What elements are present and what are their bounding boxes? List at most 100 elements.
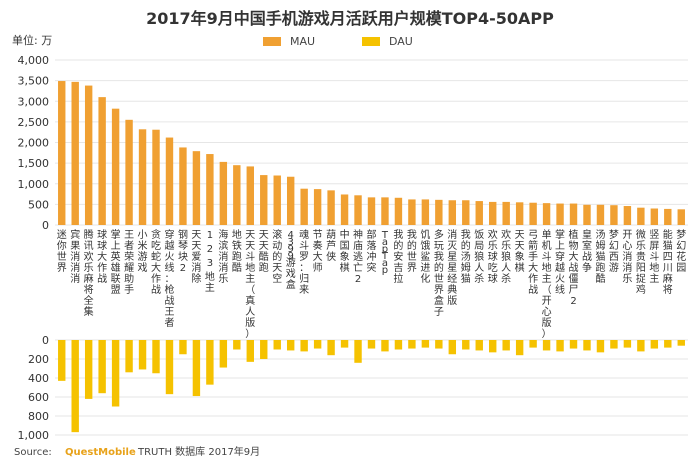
mau-bar (125, 119, 133, 225)
dau-bar (394, 340, 403, 350)
category-label: 汤姆猫跑酷 (595, 228, 605, 285)
category-label: 能猫四川麻将 (663, 228, 673, 296)
bottom-y-tick-label: 800 (28, 410, 49, 423)
dau-bar (569, 340, 578, 349)
mau-bar (381, 197, 389, 225)
dau-bar (583, 340, 591, 351)
category-label: 我的世界 (407, 229, 417, 274)
dau-bar (502, 340, 510, 351)
category-label: 欢乐球吃球 (488, 228, 498, 285)
mau-bar (435, 199, 443, 225)
mau-bar (260, 175, 268, 225)
dau-bar (381, 340, 389, 352)
category-label: 弓箭手大作战 (528, 230, 538, 296)
dau-bar (219, 340, 228, 368)
mau-bar (300, 188, 308, 225)
mau-bar (475, 201, 483, 225)
mau-bar (71, 81, 79, 225)
mau-bar (650, 208, 659, 225)
category-label: 4 3 9 9 游戏盒 (286, 230, 296, 291)
top-y-tick-label: 3,000 (18, 95, 50, 108)
bottom-y-tick-label: 600 (28, 391, 49, 404)
top-y-tick-label: 3,500 (18, 75, 50, 88)
category-label: 葫芦侠 (326, 229, 336, 263)
category-label: 饥饿鲨进化 (420, 228, 430, 285)
mau-bar (354, 195, 362, 225)
bottom-chart-y-axis: 0 200 400 600 800 1,000 (18, 334, 50, 442)
dau-bar (677, 340, 685, 346)
category-label: 多玩我的世界盒子 (434, 228, 444, 318)
category-label: 梦幻西游 (609, 229, 619, 274)
dau-bar (529, 340, 537, 348)
mau-bar (502, 201, 510, 225)
top-chart-mau-bars (58, 81, 685, 225)
mau-bar (273, 175, 281, 225)
dau-bar (246, 340, 254, 362)
mau-bar (421, 199, 430, 225)
mau-bar (408, 199, 416, 225)
dau-bar (462, 340, 470, 350)
category-label: 我的安吉拉 (393, 229, 403, 285)
category-label: 节奏大师 (313, 229, 323, 274)
top-y-tick-label: 1,000 (18, 178, 50, 191)
top-y-tick-label: 1,500 (18, 157, 50, 170)
dau-bar (489, 340, 497, 353)
bottom-y-tick-label: 400 (28, 372, 49, 385)
dau-bar (637, 340, 645, 352)
dau-bar (421, 340, 430, 348)
dau-bar (206, 340, 214, 385)
dau-bar (84, 340, 93, 399)
category-label: 宾果消消消 (70, 228, 80, 285)
dau-bar (313, 340, 322, 349)
mau-bar (327, 190, 335, 225)
category-label: 中国象棋 (340, 228, 350, 274)
mau-bar (583, 204, 591, 225)
mau-bar (637, 207, 645, 225)
category-label: 掌上穿越火线 (555, 229, 565, 296)
category-label: 皇室战争 (582, 228, 592, 274)
top-chart-gridlines (55, 59, 688, 226)
dau-bar (408, 340, 416, 349)
dau-bar (542, 340, 551, 351)
mau-bar (596, 204, 605, 225)
mau-bar (138, 129, 147, 225)
dau-bar (192, 340, 201, 397)
category-label: 竖屏斗地主 (649, 229, 659, 285)
mau-bar (448, 200, 457, 225)
dau-bar (367, 340, 376, 349)
dau-bar (179, 340, 187, 355)
dau-bar (340, 340, 349, 348)
dau-bar (111, 340, 120, 407)
mau-bar (623, 206, 632, 225)
legend-label-dau: DAU (389, 35, 413, 48)
category-label: 植物大战僵尸 2 (569, 228, 579, 307)
category-label: 微乐贵阳捉鸡 (636, 228, 646, 296)
mau-bar (394, 197, 403, 225)
top-y-tick-label: 0 (42, 219, 49, 232)
dau-bar (475, 340, 483, 351)
dau-bar (286, 340, 295, 351)
legend-swatch-mau (263, 37, 281, 46)
dau-bar (300, 340, 308, 352)
mau-bar (489, 201, 497, 225)
category-label: 滚动的天空 (272, 228, 282, 285)
bottom-chart-dau-bars (58, 340, 685, 433)
legend-swatch-dau (362, 37, 380, 46)
dau-bar (165, 340, 174, 395)
bottom-y-tick-label: 200 (28, 353, 49, 366)
mau-bar (84, 85, 93, 225)
mau-bar (556, 203, 564, 225)
source-suffix: TRUTH 数据库 2017年9月 (137, 445, 260, 458)
mau-bar (111, 108, 120, 225)
category-label: 球球大作战 (97, 228, 107, 285)
category-label: 单机斗地主（开心版） (542, 229, 552, 340)
mau-bar (152, 129, 160, 225)
category-label: 我的汤姆猫 (461, 229, 471, 285)
unit-label: 单位: 万 (12, 33, 52, 47)
category-label: 消灭星星经典版 (447, 228, 457, 307)
legend-label-mau: MAU (290, 35, 315, 48)
mau-bar (313, 189, 322, 225)
mau-bar (610, 205, 618, 225)
category-label: 天天酷跑 (259, 230, 269, 274)
mau-bar (542, 203, 551, 225)
